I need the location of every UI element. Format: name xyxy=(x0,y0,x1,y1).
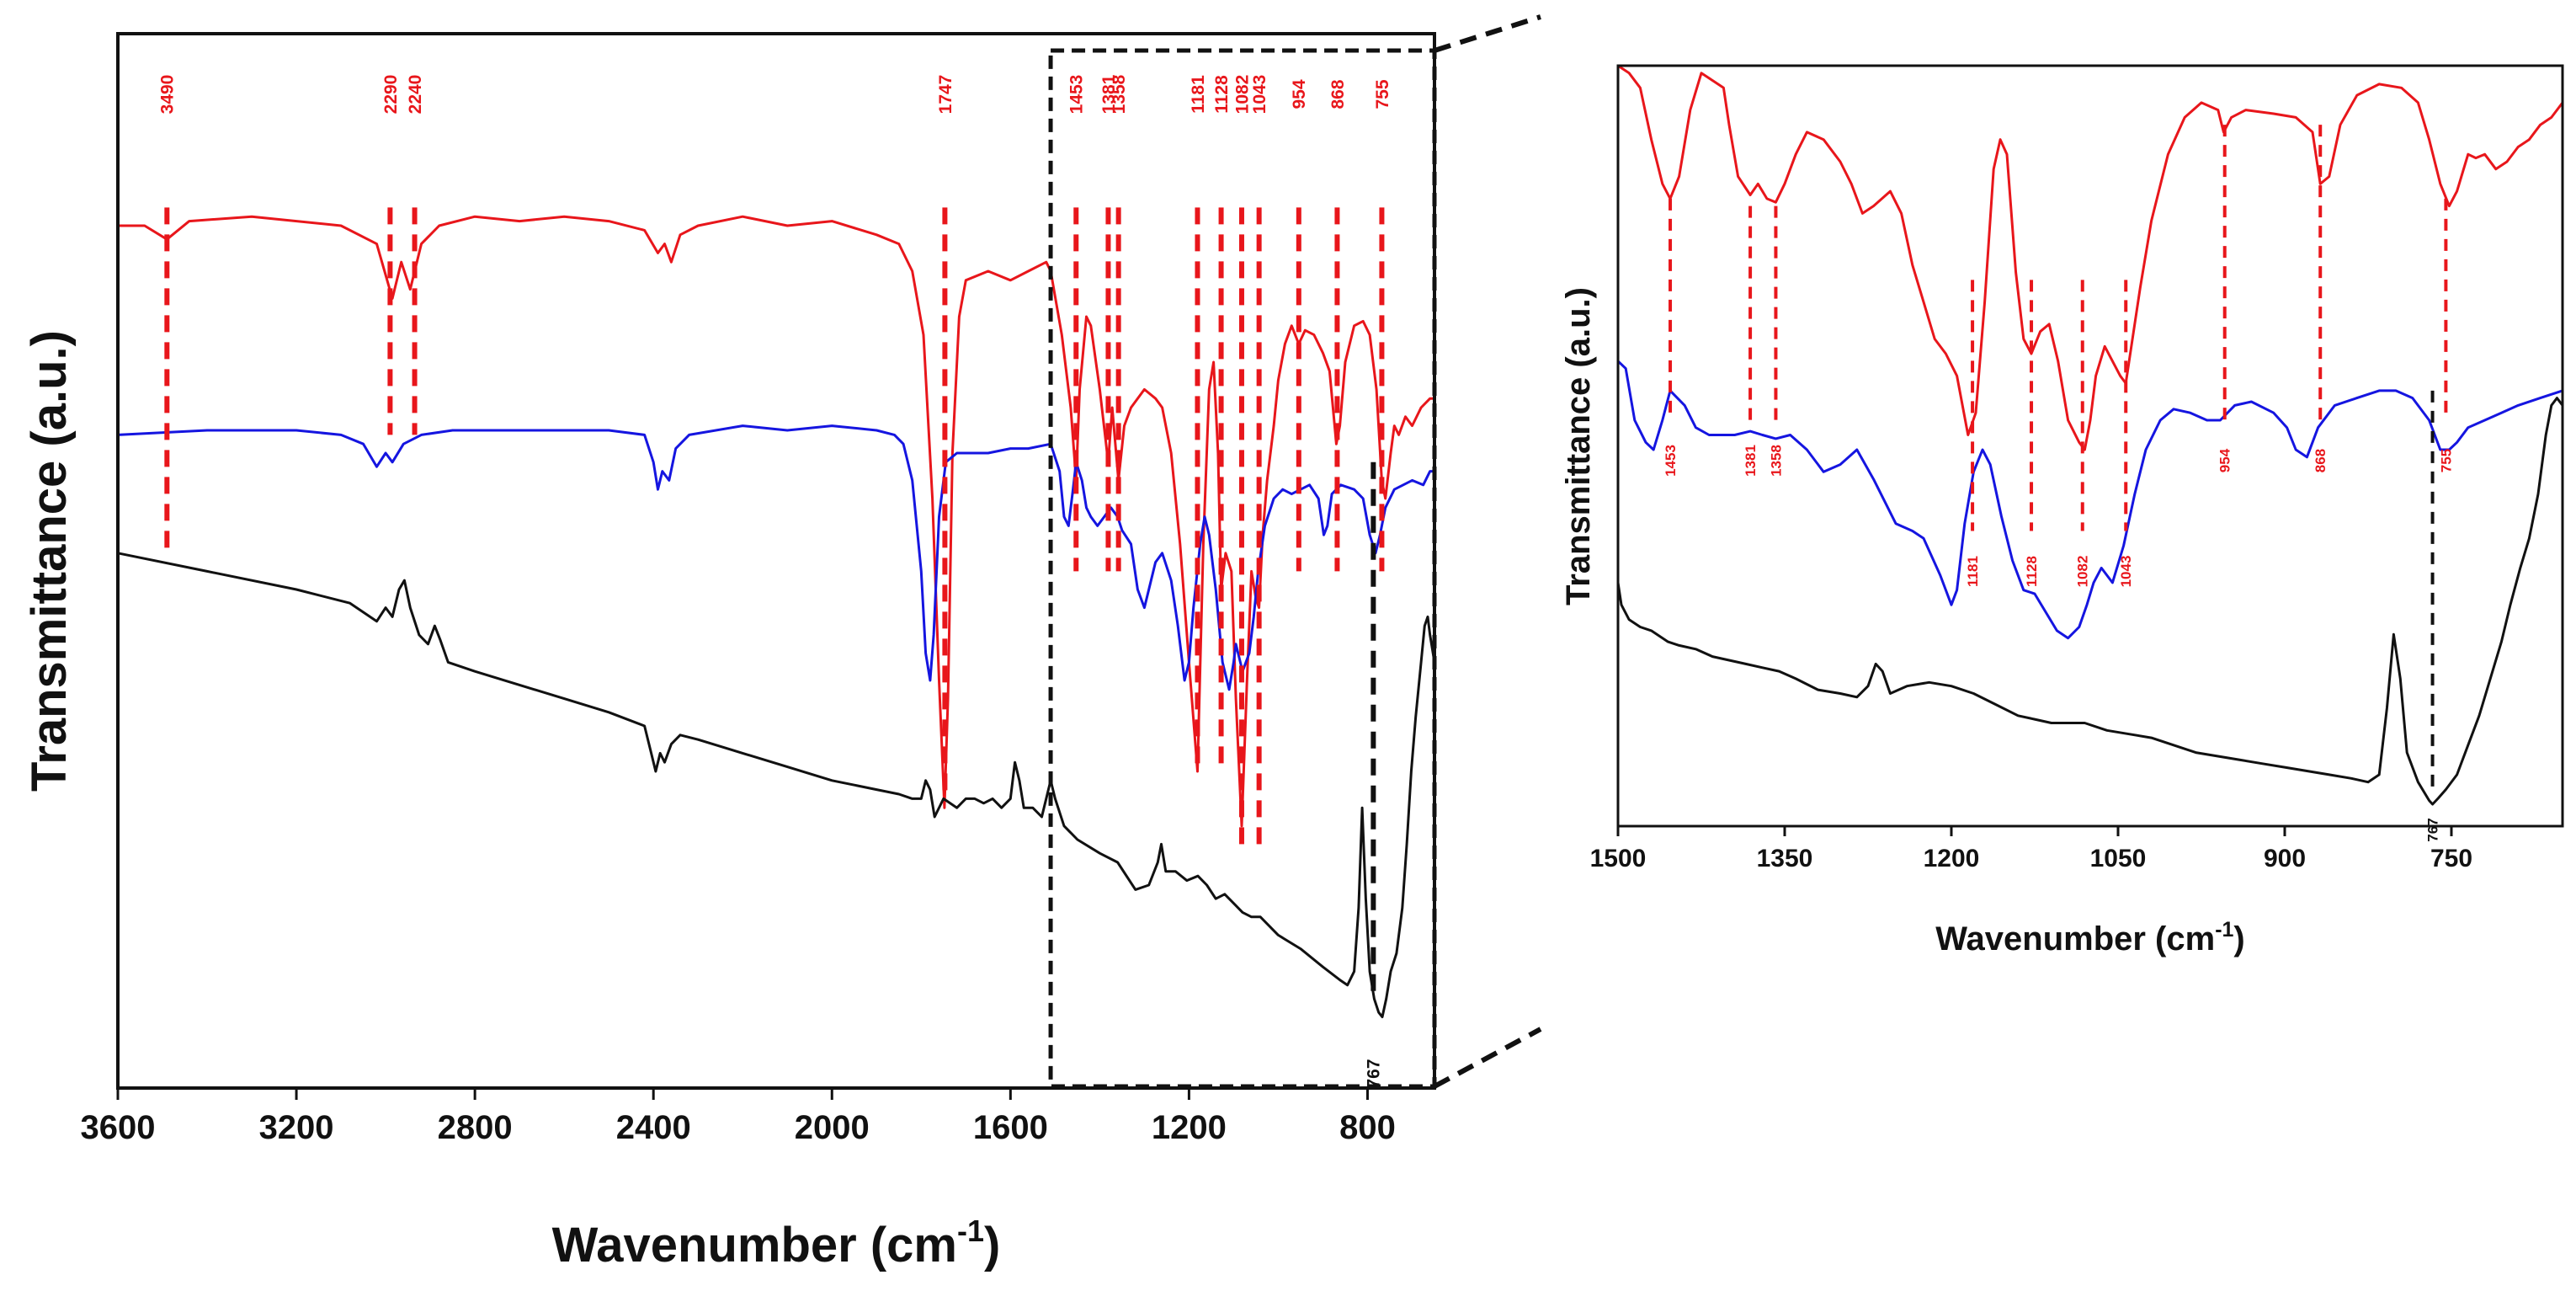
peak-label-1082: 1082 xyxy=(2075,556,2091,588)
peak-label-1358: 1358 xyxy=(1768,445,1784,477)
peak-label-755: 755 xyxy=(1373,79,1392,109)
inset-y-axis-label: Transmittance (a.u.) xyxy=(1560,287,1597,605)
peak-label-2240: 2240 xyxy=(406,75,425,115)
peak-label-868: 868 xyxy=(1328,79,1348,109)
peak-label-954: 954 xyxy=(1290,79,1309,109)
peak-label-1043: 1043 xyxy=(1250,75,1269,115)
x-tick-label: 1200 xyxy=(1152,1109,1227,1146)
peak-label-767: 767 xyxy=(2425,818,2441,841)
x-tick-label: 3200 xyxy=(259,1109,334,1146)
x-tick-label: 750 xyxy=(2430,845,2472,872)
peak-label-3490: 3490 xyxy=(158,75,178,115)
x-tick-label: 1600 xyxy=(973,1109,1048,1146)
inset-x-axis-label: Wavenumber (cm-1) xyxy=(1935,918,2245,958)
peak-label-1453: 1453 xyxy=(1663,445,1679,477)
x-tick-label: 800 xyxy=(1339,1109,1396,1146)
x-tick-label: 2800 xyxy=(438,1109,513,1146)
inset-x-label-sup: -1 xyxy=(2215,918,2233,942)
peak-label-1747: 1747 xyxy=(936,75,955,115)
main-x-label-sup: -1 xyxy=(957,1214,984,1248)
inset-plot-frame xyxy=(1616,64,2564,828)
peak-label-1128: 1128 xyxy=(2024,556,2040,587)
main-plot-frame xyxy=(116,32,1436,1090)
black-spectrum-line xyxy=(117,552,1436,1019)
inset-spectrum-panel: 1453 1381 1358 1181 1128 1082 1043 954 868 755 767… xyxy=(1560,64,2564,958)
peak-label-954: 954 xyxy=(2217,448,2233,472)
main-x-axis-label: Wavenumber (cm-1) xyxy=(552,1214,1001,1272)
x-tick-label: 1050 xyxy=(2090,845,2147,872)
red-spectrum-zoom-line xyxy=(1617,64,2564,451)
inset-peak-markers: 1453 1381 1358 1181 1128 1082 1043 954 868 755 767 xyxy=(1663,125,2454,842)
main-y-axis-label: Transmittance (a.u.) xyxy=(22,330,77,792)
peak-label-1181: 1181 xyxy=(1189,75,1208,114)
peak-label-1358: 1358 xyxy=(1110,74,1129,114)
peak-label-1381: 1381 xyxy=(1099,74,1119,114)
main-x-axis: 3600 3200 2800 2400 2000 1600 1200 800 xyxy=(81,1088,1396,1146)
inset-x-label-close: ) xyxy=(2233,920,2244,958)
peak-label-767: 767 xyxy=(1365,1059,1384,1088)
peak-label-868: 868 xyxy=(2313,449,2329,472)
main-x-label-close: ) xyxy=(984,1218,1000,1272)
x-tick-label: 1500 xyxy=(1590,845,1647,872)
peak-label-1381: 1381 xyxy=(1743,445,1759,477)
inset-x-label-text: Wavenumber (cm xyxy=(1935,920,2215,958)
x-tick-label: 1200 xyxy=(1924,845,1980,872)
inset-x-axis: 1500 1350 1200 1050 900 750 xyxy=(1590,826,2472,872)
peak-label-2290: 2290 xyxy=(381,75,401,115)
x-tick-label: 2000 xyxy=(795,1109,870,1146)
zoom-connector-bottom xyxy=(1433,1027,1542,1089)
main-x-label-text: Wavenumber (cm xyxy=(552,1218,957,1272)
x-tick-label: 900 xyxy=(2264,845,2306,872)
inset-curves xyxy=(1616,64,2564,806)
peak-label-1181: 1181 xyxy=(1965,556,1981,587)
peak-label-1128: 1128 xyxy=(1212,75,1232,114)
blue-spectrum-zoom-line xyxy=(1616,360,2563,640)
peak-label-1043: 1043 xyxy=(2118,556,2134,588)
black-spectrum-zoom-line xyxy=(1616,397,2564,806)
zoom-connector-top xyxy=(1434,14,1541,53)
x-tick-label: 3600 xyxy=(81,1109,156,1146)
peak-label-1082: 1082 xyxy=(1232,75,1252,115)
x-tick-label: 1350 xyxy=(1757,845,1813,872)
x-tick-label: 2400 xyxy=(616,1109,691,1146)
peak-label-1453: 1453 xyxy=(1067,75,1087,115)
peak-label-755: 755 xyxy=(2438,449,2454,472)
